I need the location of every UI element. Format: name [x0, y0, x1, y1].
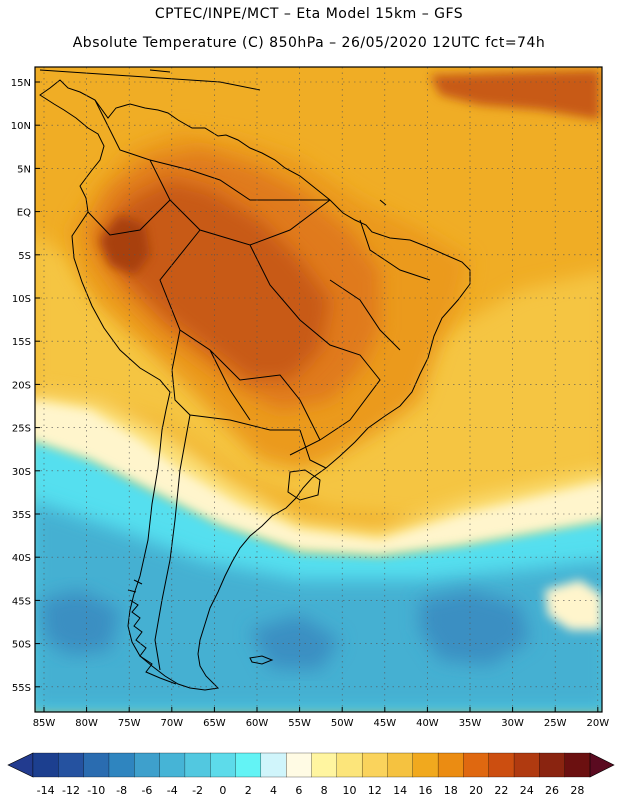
colorbar-label: 10 [342, 784, 356, 797]
lat-label: 25S [12, 424, 31, 435]
colorbar-swatch [235, 752, 262, 778]
colorbar-label: -10 [87, 784, 105, 797]
colorbar-swatch [564, 752, 591, 778]
colorbar-swatch [539, 752, 566, 778]
colorbar-label: 26 [545, 784, 559, 797]
lon-label: 50W [331, 718, 354, 729]
colorbar-swatch [412, 752, 439, 778]
colorbar-label: -4 [167, 784, 178, 797]
colorbar-swatch [108, 752, 135, 778]
lon-label: 70W [160, 718, 183, 729]
colorbar-swatch [134, 752, 161, 778]
colorbar-label: 0 [219, 784, 226, 797]
colorbar-swatch [336, 752, 363, 778]
lat-label: 55S [12, 683, 31, 694]
colorbar-label: 6 [295, 784, 302, 797]
colorbar-label: -2 [192, 784, 203, 797]
colorbar-label: 22 [494, 784, 508, 797]
lon-label: 60W [246, 718, 269, 729]
title-line-1: CPTEC/INPE/MCT – Eta Model 15km – GFS [154, 6, 464, 22]
colorbar-swatch [159, 752, 186, 778]
temperature-field [35, 67, 602, 712]
colorbar-label: 16 [418, 784, 432, 797]
colorbar: -14 -12 -10 -8 -6 -4 -2 0 2 4 6 8 10 12 14 16 18 20 22 24 26… [7, 752, 615, 797]
lat-label: 35S [12, 510, 31, 521]
colorbar-swatch [210, 752, 236, 778]
lon-label: 35W [459, 718, 482, 729]
colorbar-swatch [488, 752, 515, 778]
title-line-2: Absolute Temperature (C) 850hPa – 26/05/… [72, 35, 546, 51]
colorbar-label: 18 [444, 784, 458, 797]
colorbar-swatch [184, 752, 211, 778]
lon-label: 65W [203, 718, 226, 729]
lon-label: 45W [373, 718, 396, 729]
colorbar-label: 28 [570, 784, 584, 797]
colorbar-swatch [311, 752, 338, 778]
colorbar-under-arrow [7, 752, 34, 778]
colorbar-label: 8 [321, 784, 328, 797]
lat-label: 50S [12, 640, 31, 651]
lat-label: 10S [12, 294, 31, 305]
colorbar-label: 4 [270, 784, 277, 797]
colorbar-label: 12 [368, 784, 382, 797]
falklands [249, 655, 274, 665]
lat-label: 10N [11, 121, 31, 132]
colorbar-label: -12 [62, 784, 80, 797]
lon-label: 55W [288, 718, 311, 729]
lat-label: 5N [17, 164, 31, 175]
colorbar-swatch [83, 752, 110, 778]
latitude-axis: 15N 10N 5N EQ 5S 10S 15S 20S 25S 30S 35S 40S 45S 50S 5… [11, 78, 40, 694]
colorbar-swatch [32, 752, 59, 778]
colorbar-swatch [387, 752, 414, 778]
lon-label: 30W [501, 718, 524, 729]
colorbar-label: -6 [141, 784, 152, 797]
colorbar-label: -8 [116, 784, 127, 797]
colorbar-label: 2 [245, 784, 252, 797]
caribbean [39, 69, 387, 206]
lat-label: 15S [12, 337, 31, 348]
lat-label: 45S [12, 596, 31, 607]
lon-label: 75W [118, 718, 141, 729]
colorbar-label: 20 [469, 784, 483, 797]
lon-label: 80W [75, 718, 98, 729]
lon-label: 25W [544, 718, 567, 729]
lon-label: 85W [33, 718, 56, 729]
lon-label: 20W [586, 718, 609, 729]
lat-label: 5S [18, 251, 31, 262]
lat-label: 30S [12, 467, 31, 478]
lat-label: EQ [17, 208, 31, 219]
colorbar-label: -14 [37, 784, 55, 797]
colorbar-swatch [513, 752, 540, 778]
lat-label: 15N [11, 78, 31, 89]
longitude-axis: 85W 80W 75W 70W 65W 60W 55W 50W 45W 40W 35W 30W 25W 2… [33, 707, 609, 729]
uruguay-outline [287, 469, 321, 501]
colorbar-swatch [361, 752, 388, 778]
colorbar-swatch [260, 752, 287, 778]
colorbar-label: 24 [520, 784, 534, 797]
colorbar-swatch [437, 752, 464, 778]
colorbar-label: 14 [393, 784, 407, 797]
colorbar-swatch [286, 752, 312, 778]
colorbar-over-arrow [589, 752, 615, 778]
lat-label: 40S [12, 553, 31, 564]
lat-label: 20S [12, 380, 31, 391]
lon-label: 40W [416, 718, 439, 729]
colorbar-swatch [58, 752, 85, 778]
graticule [35, 67, 602, 712]
map-frame [34, 66, 603, 713]
colorbar-swatch [463, 752, 490, 778]
south-america-coast [39, 79, 471, 691]
